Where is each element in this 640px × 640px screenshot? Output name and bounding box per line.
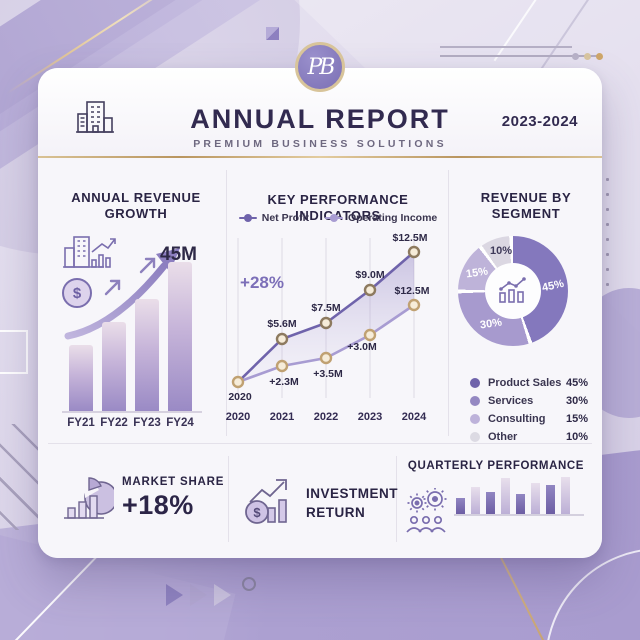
oi-label-2022: +3.5M <box>313 368 343 380</box>
deco-square <box>266 27 279 40</box>
logo-monogram: PB <box>307 54 336 80</box>
building-icon <box>76 101 114 133</box>
x-tick-2020: 2020 <box>226 411 250 423</box>
growth-arrow <box>64 248 180 340</box>
start-point-label: 2020 <box>228 391 252 403</box>
play-triangle-2 <box>190 584 207 606</box>
building-chart-icon <box>63 236 116 268</box>
deco-dot-2 <box>584 53 591 60</box>
revenue-growth-title: ANNUAL REVENUE GROWTH <box>71 190 201 221</box>
x-tick-2021: 2021 <box>270 411 294 423</box>
play-triangle-1 <box>166 584 183 606</box>
investment-return-icon: $ <box>245 479 287 524</box>
revenue-bar-fy24 <box>168 262 192 411</box>
operating-income-marker <box>324 214 343 222</box>
fy-label: FY24 <box>166 417 194 429</box>
revenue-highlight-value: 45M <box>160 244 197 265</box>
dollar-coin-icon: $ <box>62 278 92 308</box>
donut-label-45: 45% <box>540 277 566 295</box>
report-header: PB ANNUAL REPORT PREMIUM BUSINESS SOLUTI… <box>38 42 602 158</box>
oi-label-2024: $12.5M <box>394 285 429 297</box>
deco-hline-1 <box>440 46 572 48</box>
legend-dot <box>470 432 480 442</box>
fy-label: FY21 <box>67 417 95 429</box>
segment-title: REVENUE BY SEGMENT <box>480 190 572 221</box>
deco-dot-1 <box>572 53 579 60</box>
revenue-bar-fy23 <box>135 299 159 411</box>
oi-label-2021: +2.3M <box>269 376 299 388</box>
fy-label: FY22 <box>100 417 128 429</box>
np-label-2023: $9.0M <box>355 269 384 281</box>
team-gears-icon <box>406 488 447 533</box>
net-profit-marker <box>238 214 257 222</box>
divider <box>228 456 229 542</box>
segment-donut-chart: 45% 30% 15% 10% <box>458 236 568 346</box>
kpi-line-chart: +28% $5.6M $7.5M $9.0M $12.5M +2.3M +3.5… <box>226 232 430 423</box>
deco-circle-outline <box>242 577 256 591</box>
legend-consulting: Consulting 15% <box>470 410 588 428</box>
small-arrow-icon-1 <box>104 279 121 296</box>
market-share-value: +18% <box>122 490 194 520</box>
segment-legend: Product Sales 45% Services 30% Consultin… <box>470 374 588 446</box>
np-label-2021: $5.6M <box>267 318 296 330</box>
company-logo: PB <box>295 42 345 92</box>
legend-net-profit: Net Profit <box>238 212 309 224</box>
revenue-bar-fy21 <box>69 345 93 411</box>
revenue-axis-line <box>62 411 202 413</box>
legend-other: Other 10% <box>470 428 588 446</box>
donut-center <box>485 263 541 319</box>
x-tick-2022: 2022 <box>314 411 338 423</box>
deco-dot-3 <box>596 53 603 60</box>
fy-label: FY23 <box>133 417 161 429</box>
donut-label-30: 30% <box>479 316 503 332</box>
donut-label-10: 10% <box>489 245 513 257</box>
legend-dot <box>470 378 480 388</box>
chart-icon <box>499 277 526 303</box>
oi-label-2023: +3.0M <box>347 341 377 353</box>
divider <box>226 170 227 436</box>
report-title: ANNUAL REPORT <box>190 104 450 134</box>
market-share-icon <box>64 477 114 519</box>
quarterly-bar-chart <box>454 477 584 516</box>
legend-dot <box>470 414 480 424</box>
divider <box>396 456 397 542</box>
small-arrow-icon-2 <box>139 257 156 274</box>
coin-dollar-glyph: $ <box>253 505 261 520</box>
market-share-label: MARKET SHARE <box>122 476 225 488</box>
report-period: 2023-2024 <box>501 113 578 130</box>
np-label-2022: $7.5M <box>311 302 340 314</box>
x-tick-2024: 2024 <box>402 411 427 423</box>
play-triangle-3 <box>214 584 231 606</box>
legend-services: Services 30% <box>470 392 588 410</box>
report-card: PB ANNUAL REPORT PREMIUM BUSINESS SOLUTI… <box>38 42 602 558</box>
deco-hline-2 <box>440 55 598 57</box>
legend-operating-income: Operating Income <box>324 212 437 224</box>
deco-rect-outline <box>0 330 28 374</box>
quarterly-title: QUARTERLY PERFORMANCE <box>407 460 585 472</box>
kpi-growth-annotation: +28% <box>240 273 284 292</box>
revenue-bar-fy22 <box>102 322 126 411</box>
report-subtitle: PREMIUM BUSINESS SOLUTIONS <box>193 138 447 150</box>
legend-product-sales: Product Sales 45% <box>470 374 588 392</box>
investment-return-label: INVESTMENT RETURN <box>306 486 399 520</box>
np-label-2024: $12.5M <box>392 232 427 244</box>
donut-label-15: 15% <box>465 265 489 281</box>
divider <box>448 170 449 436</box>
legend-dot <box>470 396 480 406</box>
divider <box>48 443 592 444</box>
kpi-legend: Net Profit Operating Income <box>228 212 448 224</box>
x-tick-2023: 2023 <box>358 411 382 423</box>
